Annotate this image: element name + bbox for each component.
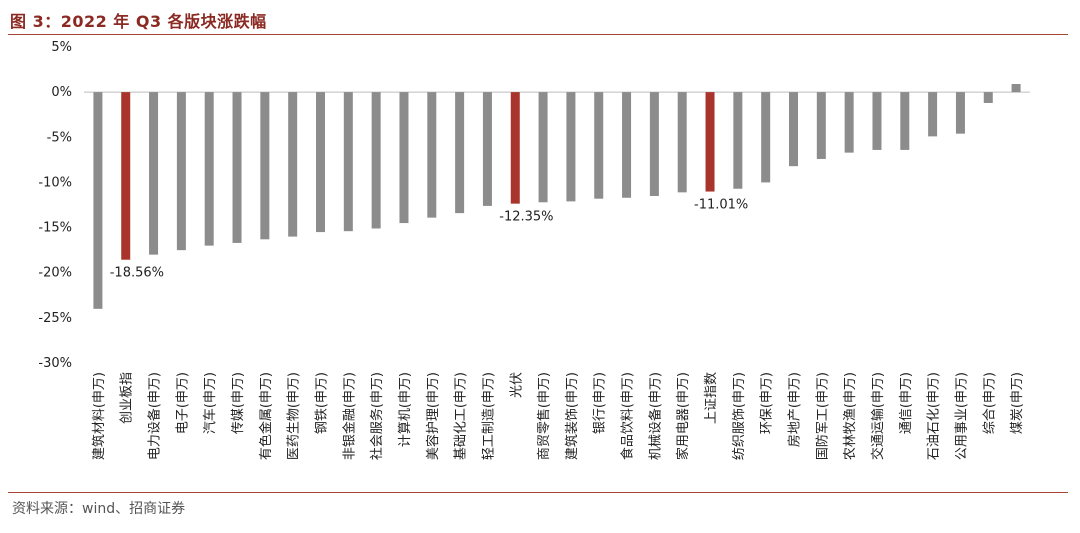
category-label: 家用电器(申万) [675,372,691,460]
category-label: 建筑材料(申万) [91,372,107,460]
y-tick-label: -10% [38,175,72,190]
bar [733,92,743,189]
y-tick-label: 0% [51,85,72,100]
bar [705,92,715,192]
bar [649,92,659,196]
chart-title: 图 3：2022 年 Q3 各版块涨跌幅 [10,12,267,31]
bar [121,92,131,260]
category-label: 建筑装饰(申万) [564,372,580,460]
y-tick-label: -20% [38,266,72,281]
category-label: 环保(申万) [760,372,775,434]
y-tick-label: -25% [38,311,72,326]
category-label: 光伏 [509,372,524,398]
bar [149,92,159,255]
bar [1011,84,1021,93]
bar [482,92,492,206]
category-label: 机械设备(申万) [647,372,663,460]
category-label: 创业板指 [120,372,135,424]
bar [93,92,103,309]
category-label: 纺织服饰(申万) [732,372,747,460]
footer-divider [8,492,1068,493]
bar [622,92,632,198]
bar [566,92,576,202]
category-label: 综合(申万) [982,372,997,434]
bar [427,92,437,218]
bar [844,92,854,153]
category-label: 国防军工(申万) [814,372,830,460]
category-label: 银行(申万) [593,372,608,434]
bar [928,92,938,137]
data-label: -11.01% [694,198,748,213]
bar [816,92,826,159]
bar [789,92,798,167]
y-tick-label: -30% [38,356,72,371]
data-label: -18.56% [110,266,164,281]
category-label: 非银金融(申万) [341,372,357,460]
bar [955,92,965,134]
bar-chart: 5%0%-5%-10%-15%-20%-25%-30%建筑材料(申万) 创业板指电… [38,40,1030,460]
bar [176,92,186,251]
category-label: 医药生物(申万) [287,372,302,460]
category-label: 商贸零售(申万) [536,372,552,460]
bar [316,92,325,233]
bar [232,92,242,243]
y-tick-label: -15% [38,221,72,236]
bar [677,92,687,193]
bar [538,92,548,203]
y-tick-label: 5% [51,40,72,55]
category-label: 公用事业(申万) [954,372,969,460]
category-label: 轻工制造(申万) [481,372,496,460]
bar [872,92,882,150]
category-label: 交通运输(申万) [870,372,886,460]
category-label: 钢铁(申万) [315,372,330,434]
y-tick-label: -5% [47,130,72,145]
bar [761,92,771,183]
bar [204,92,214,246]
bar [983,92,993,103]
category-label: 石油石化(申万) [927,372,942,460]
category-label: 传媒(申万) [231,372,246,434]
bar [260,92,270,240]
category-label: 农林牧渔(申万) [843,372,858,460]
category-label: 电力设备(申万) [147,372,163,460]
bar [900,92,910,150]
category-label: 房地产(申万) [787,372,803,447]
category-label: 有色金属(申万) [258,372,274,460]
bar [288,92,298,237]
category-label: 通信(申万) [899,372,914,434]
category-label: 美容护理(申万) [425,372,441,460]
category-label: 基础化工(申万) [454,372,469,460]
source-note: 资料来源：wind、招商证券 [12,501,186,517]
bar [371,92,381,229]
bar [510,92,520,204]
data-label: -12.35% [499,210,553,225]
bar [343,92,353,232]
category-label: 社会服务(申万) [369,372,385,460]
title-divider [8,34,1068,35]
bar [399,92,409,224]
bar [594,92,604,199]
bar [455,92,465,214]
category-label: 煤炭(申万) [1010,372,1025,434]
category-label: 食品饮料(申万) [620,372,636,460]
category-label: 电子(申万) [175,372,190,434]
category-label: 汽车(申万) [202,372,218,434]
category-label: 计算机(申万) [398,372,413,447]
category-label: 上证指数 [704,372,719,424]
